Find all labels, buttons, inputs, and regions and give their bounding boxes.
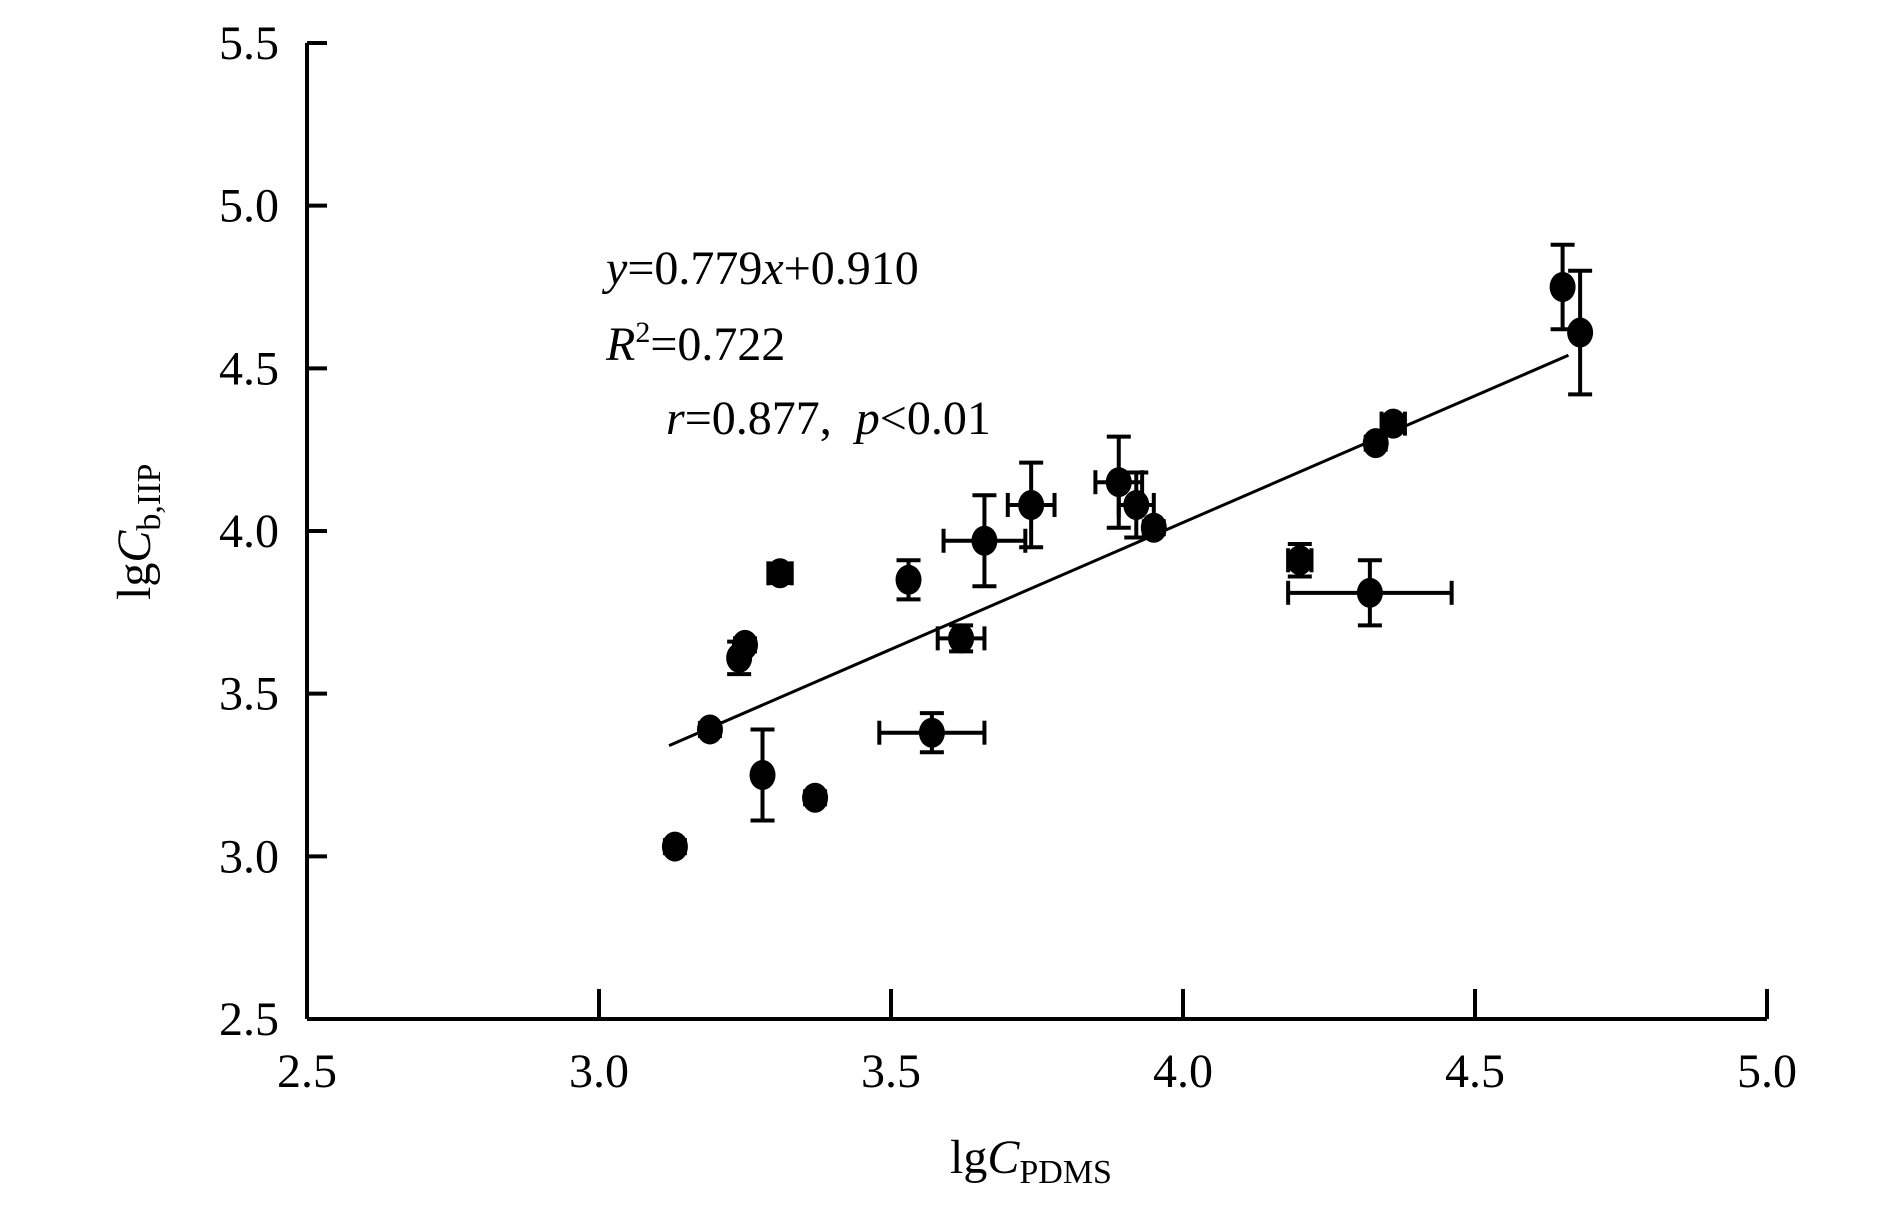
data-point bbox=[1380, 408, 1407, 439]
data-point bbox=[1140, 512, 1167, 543]
r-squared-annotation: R2=0.722 bbox=[605, 316, 785, 371]
data-point-group bbox=[941, 493, 1028, 589]
x-tick-label: 4.5 bbox=[1445, 1045, 1505, 1098]
data-point bbox=[895, 564, 922, 595]
y-tick-label: 3.5 bbox=[219, 668, 279, 721]
data-point-group bbox=[1286, 558, 1454, 628]
regression-line bbox=[668, 353, 1570, 747]
data-point bbox=[732, 629, 758, 660]
data-point-group bbox=[877, 711, 987, 755]
y-tick-label: 3.0 bbox=[219, 830, 279, 883]
x-tick-label: 3.0 bbox=[569, 1045, 629, 1098]
data-point-group bbox=[895, 558, 922, 602]
y-tick-label: 5.0 bbox=[219, 180, 279, 233]
data-point bbox=[948, 623, 975, 654]
data-point-group bbox=[1549, 242, 1576, 332]
y-tick-label: 4.0 bbox=[219, 505, 279, 558]
x-tick-label: 4.0 bbox=[1153, 1045, 1213, 1098]
data-point-group bbox=[1005, 460, 1057, 550]
x-tick-label: 3.5 bbox=[861, 1045, 921, 1098]
correlation-annotation: r=0.877, p<0.01 bbox=[606, 392, 1027, 445]
y-tick-label: 4.5 bbox=[219, 342, 279, 395]
data-point-group bbox=[766, 558, 794, 589]
x-tick-label: 2.5 bbox=[277, 1045, 337, 1098]
data-point bbox=[918, 717, 945, 748]
data-point bbox=[1018, 489, 1045, 520]
y-axis-label: lgCb,IIP bbox=[108, 464, 168, 600]
data-point-group bbox=[1567, 268, 1594, 397]
equation-annotation: y=0.779x+0.910 bbox=[601, 242, 919, 295]
data-point-group bbox=[802, 782, 829, 813]
data-point bbox=[661, 831, 688, 862]
data-point-group bbox=[732, 629, 758, 660]
data-point bbox=[767, 558, 794, 589]
data-point-group bbox=[1140, 512, 1167, 543]
data-point-group bbox=[661, 831, 688, 862]
tick-labels: 2.5 3.0 3.5 4.0 4.5 5.0 2.5 3.0 3.5 4.0 4.5 5.0 5.5 bbox=[219, 17, 1797, 1098]
data-point bbox=[1549, 272, 1576, 302]
data-points bbox=[661, 242, 1594, 862]
x-tick-label: 5.0 bbox=[1737, 1045, 1797, 1098]
axes bbox=[305, 41, 1769, 1021]
data-point bbox=[1105, 467, 1132, 498]
x-axis-label: lgCPDMS bbox=[950, 1131, 1112, 1191]
data-point-group bbox=[935, 623, 987, 654]
data-point-group bbox=[1379, 408, 1407, 439]
data-point-group bbox=[749, 727, 776, 823]
y-tick-label: 5.5 bbox=[219, 17, 279, 70]
data-point bbox=[971, 525, 998, 556]
data-point bbox=[1123, 489, 1150, 520]
data-point bbox=[802, 782, 829, 813]
y-tick-label: 2.5 bbox=[219, 993, 279, 1046]
data-point-group bbox=[1286, 542, 1314, 579]
data-point bbox=[1356, 577, 1383, 608]
data-point bbox=[1567, 317, 1594, 348]
data-point bbox=[749, 760, 776, 790]
data-point bbox=[1286, 545, 1313, 576]
